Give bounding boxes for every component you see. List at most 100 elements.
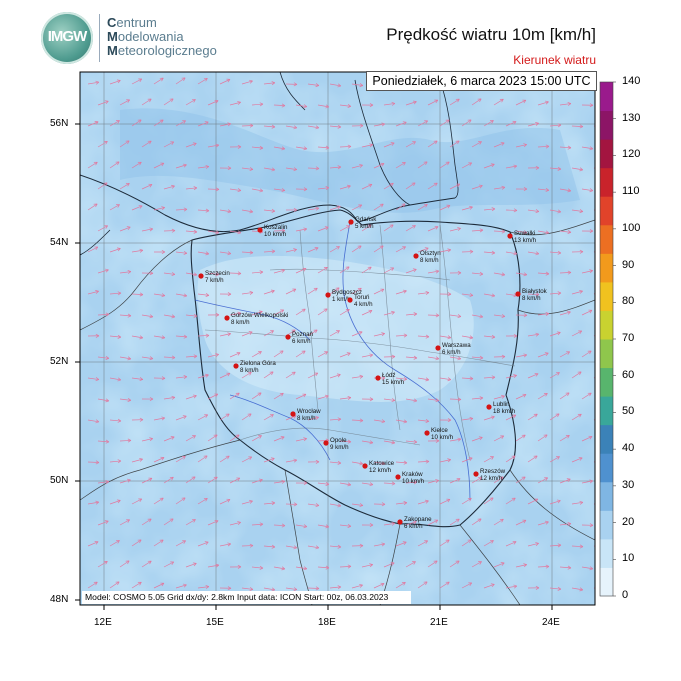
colorbar-segment xyxy=(600,82,613,112)
wind-arrow xyxy=(175,456,186,463)
wind-arrow xyxy=(119,99,130,106)
wind-arrow xyxy=(329,503,342,508)
wind-arrow xyxy=(581,229,594,234)
wind-arrow xyxy=(131,581,142,589)
wind-arrow xyxy=(307,416,319,421)
wind-arrow xyxy=(537,434,548,442)
wind-arrow xyxy=(119,182,130,190)
wind-arrow xyxy=(97,182,108,190)
colorbar-tick-label: 90 xyxy=(622,258,635,271)
wind-arrow xyxy=(131,78,143,85)
wind-arrow xyxy=(361,563,373,568)
wind-arrow xyxy=(141,356,154,361)
wind-arrow xyxy=(405,439,418,444)
wind-arrow xyxy=(461,416,474,421)
wind-arrow xyxy=(175,77,186,85)
wind-arrow xyxy=(339,352,351,358)
wind-arrow xyxy=(361,397,374,402)
city-name: Suwałki xyxy=(514,230,535,237)
wind-arrow xyxy=(307,329,318,337)
wind-arrow xyxy=(395,162,406,169)
wind-arrow xyxy=(537,564,550,569)
wind-arrow xyxy=(373,203,384,211)
wind-arrow xyxy=(329,417,342,422)
wind-arrow xyxy=(493,314,506,319)
colorbar-segment xyxy=(600,167,613,197)
wind-arrow xyxy=(405,398,418,403)
wind-arrow xyxy=(405,520,417,526)
wind-arrow xyxy=(185,272,198,277)
wind-arrow xyxy=(273,146,286,151)
wind-arrow xyxy=(417,290,430,295)
wind-arrow xyxy=(273,309,285,316)
wind-arrow xyxy=(307,459,320,464)
wind-arrow xyxy=(351,245,362,253)
wind-arrow xyxy=(383,562,395,568)
wind-arrow xyxy=(207,353,219,358)
wind-arrow xyxy=(329,124,342,129)
wind-arrow xyxy=(317,351,328,358)
wind-arrow xyxy=(417,377,430,382)
wind-arrow xyxy=(395,203,406,211)
wind-arrow xyxy=(549,413,560,421)
wind-arrow xyxy=(515,563,527,568)
wind-arrow xyxy=(241,371,252,379)
wind-arrow xyxy=(263,124,276,129)
wind-arrow xyxy=(87,500,100,505)
wind-arrow xyxy=(131,292,144,297)
wind-arrow xyxy=(141,437,153,442)
wind-arrow xyxy=(219,166,232,171)
wind-arrow xyxy=(483,415,495,421)
wind-arrow xyxy=(131,539,142,547)
colorbar-tick-label: 70 xyxy=(622,332,635,344)
wind-arrow xyxy=(505,540,517,547)
imgw-logo xyxy=(41,12,93,64)
wind-arrow xyxy=(263,289,275,295)
wind-arrow xyxy=(141,314,154,319)
wind-arrow xyxy=(197,455,208,463)
wind-arrow xyxy=(361,183,373,190)
wind-arrow xyxy=(537,520,549,526)
wind-arrow xyxy=(295,104,308,109)
wind-arrow xyxy=(241,250,254,255)
wind-arrow xyxy=(273,268,285,274)
wind-arrow xyxy=(339,524,352,528)
wind-arrow xyxy=(351,331,363,337)
wind-arrow xyxy=(285,125,298,130)
wind-arrow xyxy=(141,518,152,526)
wind-arrow xyxy=(109,418,122,423)
wind-arrow xyxy=(175,120,186,127)
wind-arrow xyxy=(549,456,560,463)
colorbar-segment xyxy=(600,110,613,140)
wind-arrow xyxy=(549,372,560,379)
wind-arrow xyxy=(229,144,242,149)
wind-arrow xyxy=(329,373,341,379)
wind-arrow xyxy=(351,461,364,466)
wind-arrow xyxy=(571,500,584,505)
wind-arrow xyxy=(383,182,394,190)
wind-arrow xyxy=(317,226,329,232)
wind-arrow xyxy=(285,288,297,295)
city-name: Opole xyxy=(330,437,347,444)
wind-arrow xyxy=(207,143,220,148)
wind-arrow xyxy=(219,209,232,214)
wind-arrow xyxy=(483,540,494,547)
wind-arrow xyxy=(471,561,482,568)
wind-arrow xyxy=(141,140,152,148)
wind-arrow xyxy=(163,518,174,526)
colorbar-tick-label: 140 xyxy=(622,75,641,87)
wind-arrow xyxy=(383,142,395,148)
wind-arrow xyxy=(97,439,110,444)
wind-arrow xyxy=(493,142,505,148)
wind-arrow xyxy=(307,247,319,253)
city-wind-speed: 8 km/h xyxy=(240,367,259,374)
lon-label-12e: 12E xyxy=(94,617,112,628)
wind-arrow xyxy=(361,353,374,358)
wind-arrow xyxy=(515,519,527,526)
city-marker xyxy=(362,463,368,469)
wind-arrow xyxy=(251,270,264,275)
wind-arrow xyxy=(163,561,175,568)
wind-arrow xyxy=(571,544,584,549)
